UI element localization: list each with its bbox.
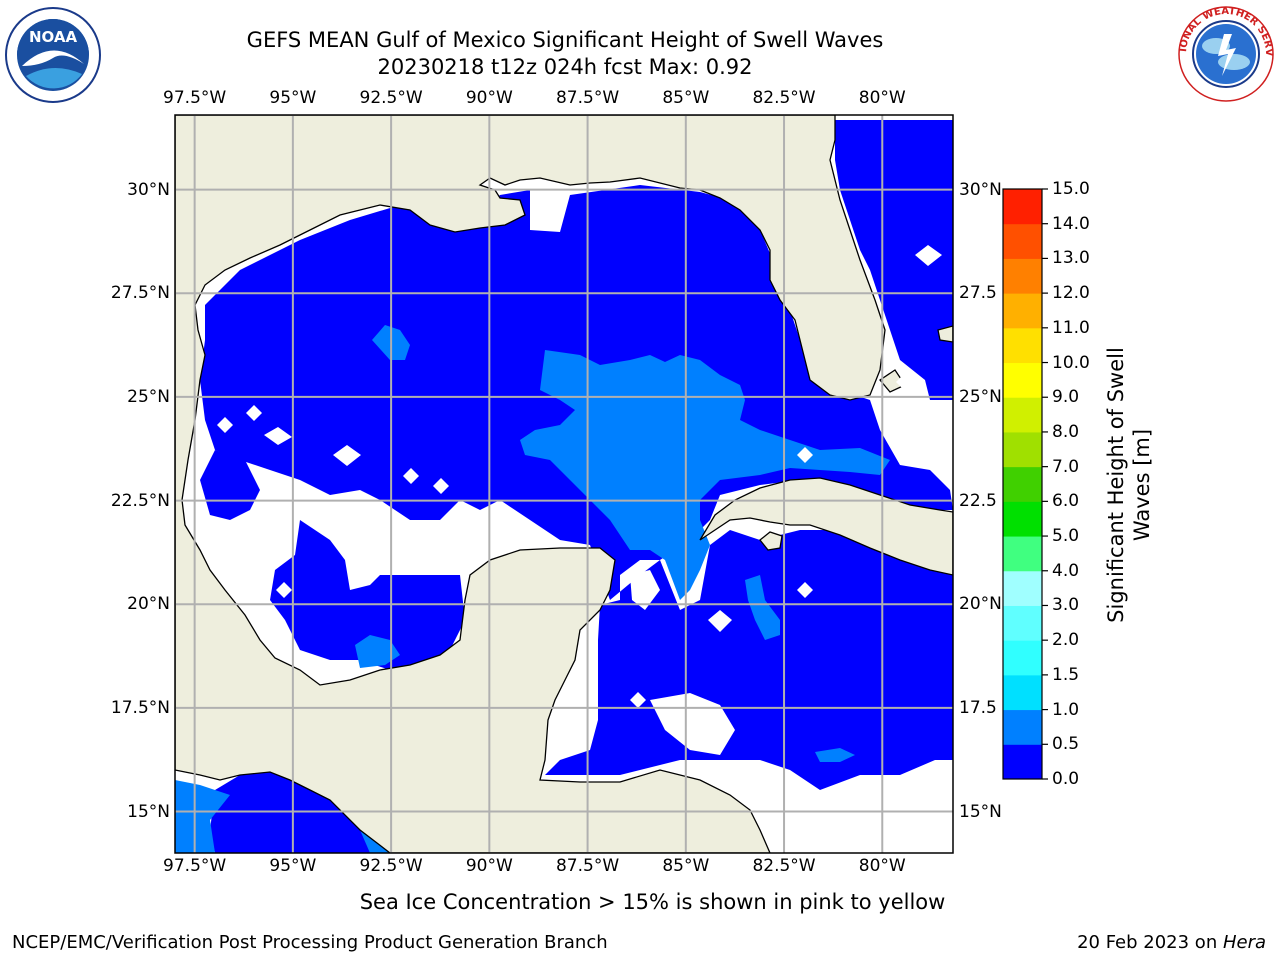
- colorbar-segment: [1003, 570, 1042, 606]
- lat-tick-label: 15°N: [127, 801, 170, 822]
- colorbar-tick-marks: [1042, 188, 1048, 780]
- grid-lines: [175, 115, 953, 853]
- colorbar: [1003, 189, 1042, 780]
- lat-tick-label: 27.5°N: [110, 283, 170, 304]
- lon-tick-label: 87.5°W: [555, 88, 620, 108]
- lat-tick-label: 22.5: [959, 490, 997, 511]
- colorbar-segment: [1003, 189, 1042, 225]
- lat-tick-label: 25°N: [959, 386, 1002, 407]
- colorbar-label-line2: Waves [m]: [1130, 428, 1154, 542]
- colorbar-segment: [1003, 362, 1042, 398]
- map-frame: [174, 114, 954, 854]
- lon-tick-label: 90°W: [465, 856, 513, 876]
- lat-tick-label: 22.5°N: [110, 490, 170, 511]
- colorbar-tick-label: 15.0: [1052, 179, 1090, 199]
- colorbar-tick-label: 12.0: [1052, 283, 1090, 304]
- lon-tick-label: 82.5°W: [752, 856, 816, 876]
- colorbar-tick-label: 5.0: [1052, 526, 1080, 547]
- colorbar-segment: [1003, 327, 1042, 364]
- chart-subtitle: 20230218 t12z 024h fcst Max: 0.92: [377, 55, 753, 79]
- footer-credit: NCEP/EMC/Verification Post Processing Pr…: [12, 932, 608, 953]
- lon-tick-label: 85°W: [662, 88, 710, 108]
- lat-tick-label: 20°N: [959, 594, 1002, 615]
- colorbar-segment: [1003, 674, 1042, 711]
- nws-logo: NATIONAL WEATHER SERVICE: [1172, 0, 1276, 104]
- colorbar-tick-label: 14.0: [1052, 213, 1090, 234]
- lon-tick-label: 97.5°W: [163, 88, 227, 108]
- footer-date-text: 20 Feb 2023 on: [1077, 932, 1223, 953]
- colorbar-tick-label: 10.0: [1052, 352, 1090, 373]
- colorbar-tick-label: 9.0: [1052, 387, 1080, 408]
- colorbar-segment: [1003, 431, 1042, 468]
- colorbar-frame: [1002, 188, 1043, 780]
- colorbar-segment: [1003, 501, 1042, 537]
- footer-host: Hera: [1222, 932, 1266, 953]
- colorbar-tick-label: 1.0: [1052, 699, 1080, 720]
- colorbar-tick-label: 0.5: [1052, 734, 1080, 755]
- noaa-logo: NOAA: [4, 6, 102, 104]
- colorbar-tick-label: 0.0: [1052, 769, 1080, 789]
- lat-tick-label: 17.5: [959, 697, 997, 718]
- colorbar-tick-label: 8.0: [1052, 421, 1080, 442]
- lat-tick-label: 17.5°N: [110, 697, 170, 718]
- lat-tick-label: 15°N: [959, 801, 1002, 822]
- colorbar-segment: [1003, 709, 1042, 745]
- colorbar-segment: [1003, 640, 1042, 676]
- colorbar-segment: [1003, 397, 1042, 433]
- lon-tick-label: 80°W: [858, 88, 906, 108]
- colorbar-tick-label: 6.0: [1052, 491, 1080, 512]
- colorbar-tick-label: 3.0: [1052, 595, 1080, 616]
- colorbar-segment: [1003, 536, 1042, 572]
- colorbar-tick-label: 4.0: [1052, 560, 1080, 581]
- lon-tick-label: 90°W: [465, 88, 513, 108]
- lon-tick-label: 85°W: [662, 856, 710, 876]
- lat-tick-label: 30°N: [959, 179, 1002, 200]
- lon-tick-label: 87.5°W: [555, 856, 620, 876]
- sea-ice-caption: Sea Ice Concentration > 15% is shown in …: [359, 890, 946, 914]
- colorbar-segment: [1003, 258, 1042, 294]
- colorbar-tick-label: 13.0: [1052, 248, 1090, 269]
- colorbar-segment: [1003, 744, 1042, 780]
- lat-tick-label: 25°N: [127, 386, 170, 407]
- lon-tick-label: 97.5°W: [163, 856, 227, 876]
- lon-tick-label: 95°W: [269, 856, 317, 876]
- colorbar-tick-label: 2.0: [1052, 630, 1080, 651]
- lat-tick-label: 20°N: [127, 594, 170, 615]
- colorbar-tick-label: 7.0: [1052, 456, 1080, 477]
- colorbar-segment: [1003, 223, 1042, 259]
- colorbar-label: Significant Height of Swell Waves [m]: [1103, 325, 1155, 645]
- lon-tick-label: 92.5°W: [359, 88, 423, 108]
- footer-date: 20 Feb 2023 on Hera: [1077, 932, 1266, 953]
- colorbar-segment: [1003, 293, 1042, 329]
- colorbar-segment: [1003, 466, 1042, 502]
- noaa-logo-text: NOAA: [29, 28, 78, 46]
- lon-tick-label: 92.5°W: [359, 856, 423, 876]
- lon-tick-label: 95°W: [269, 88, 317, 108]
- colorbar-label-line1: Significant Height of Swell: [1104, 347, 1128, 623]
- chart-title: GEFS MEAN Gulf of Mexico Significant Hei…: [246, 28, 884, 52]
- lon-tick-label: 82.5°W: [752, 88, 816, 108]
- colorbar-tick-label: 11.0: [1052, 317, 1090, 338]
- colorbar-tick-label: 1.5: [1052, 664, 1080, 685]
- colorbar-segment: [1003, 605, 1042, 641]
- lat-tick-label: 27.5: [959, 283, 997, 304]
- lon-tick-label: 80°W: [858, 856, 906, 876]
- lat-tick-label: 30°N: [127, 179, 170, 200]
